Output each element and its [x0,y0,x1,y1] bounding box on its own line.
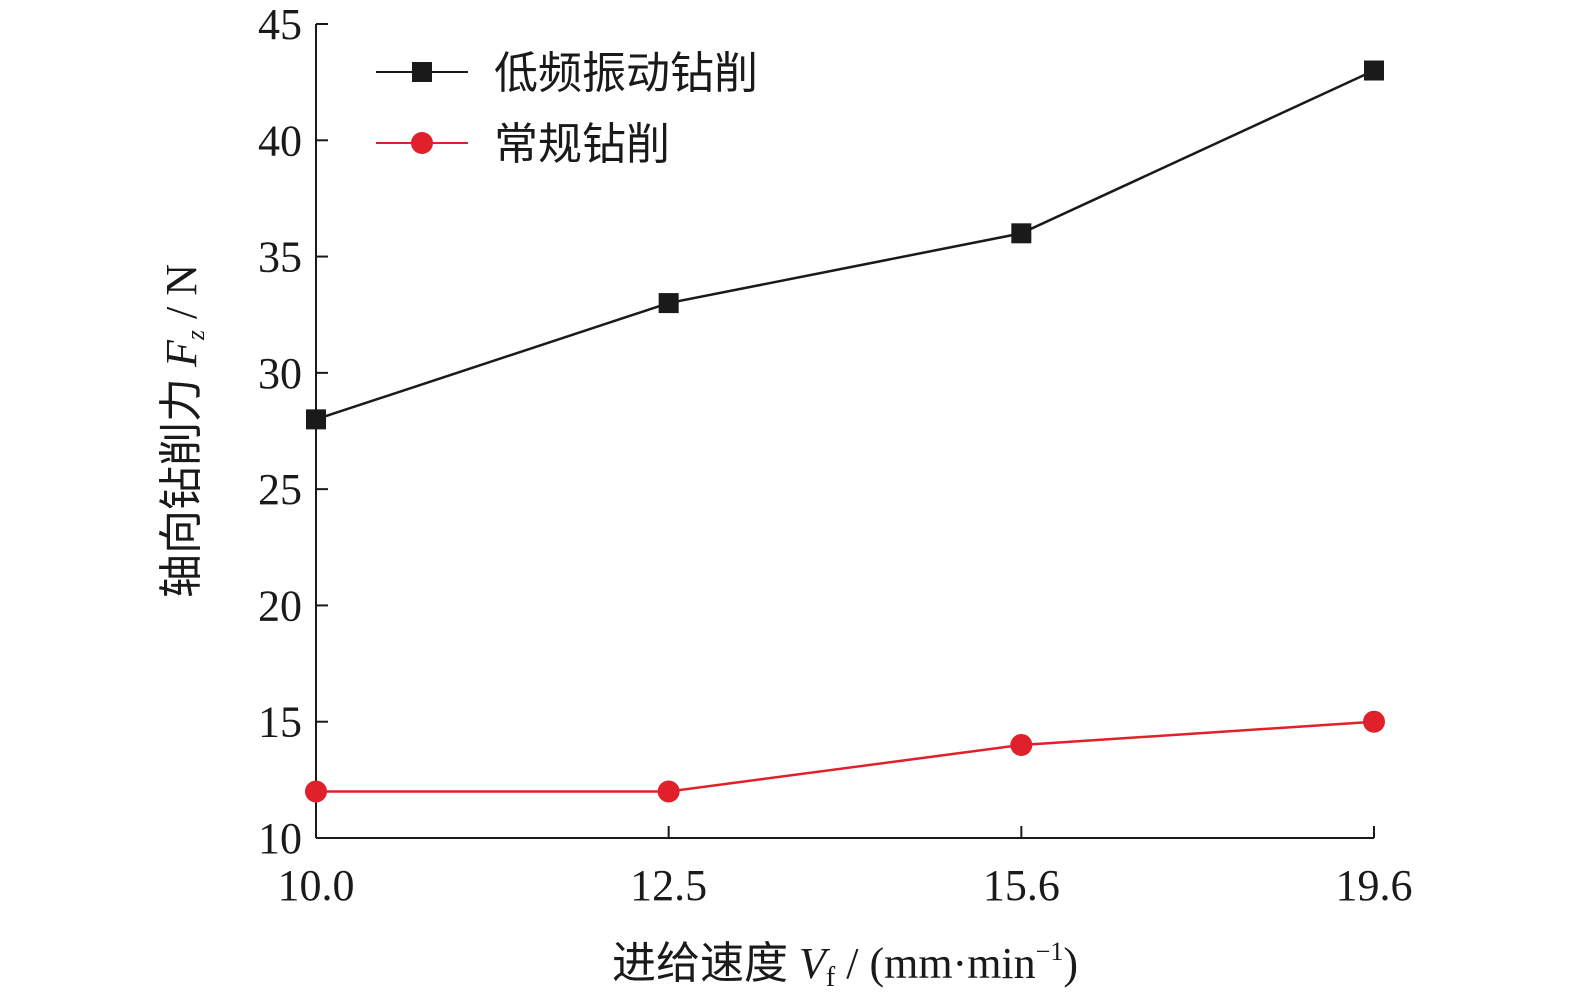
x-tick-label: 15.6 [983,861,1060,910]
y-tick-label: 20 [258,581,302,630]
y-tick-label: 10 [258,814,302,863]
legend-label-vibration: 低频振动钻削 [494,49,758,98]
x-tick-label: 19.6 [1336,861,1413,910]
y-axis: 10 15 20 25 30 35 40 45 [258,0,328,863]
legend: 低频振动钻削 常规钻削 [376,49,758,169]
x-axis-label-sub: f [826,962,836,993]
x-tick-label: 12.5 [630,861,707,910]
legend-item-conventional: 常规钻削 [376,120,670,169]
x-axis-label-sup: −1 [1036,937,1064,966]
data-point-circle [1363,710,1385,733]
y-ticks: 10 15 20 25 30 35 40 45 [258,0,328,863]
series-line-0 [315,69,1375,421]
y-tick-label: 30 [258,349,302,398]
data-point-square [306,409,326,430]
y-axis-label-unit: / N [157,264,206,330]
legend-marker-square-icon [412,62,432,82]
y-tick-label: 45 [258,0,302,49]
y-axis-label-var: F [157,339,206,368]
data-point-circle [1010,733,1033,756]
x-axis: 10.0 12.5 15.6 19.6 [278,826,1413,910]
data-point-square [658,293,679,314]
y-axis-label: 轴向钻削力 Fz / N [157,264,210,598]
x-axis-label-unit-close: ) [1063,939,1078,988]
y-axis-label-text: 轴向钻削力 [157,367,206,598]
data-point-circle [657,780,680,803]
y-tick-label: 40 [258,116,302,165]
x-axis-label-text: 进给速度 [612,939,799,988]
y-axis-label-sub: z [181,330,210,341]
series-layer [305,60,1385,803]
x-axis-label-var: V [799,939,831,988]
legend-label-conventional: 常规钻削 [494,120,670,169]
x-tick-label: 10.0 [278,861,355,910]
y-tick-label: 35 [258,233,302,282]
data-point-circle [305,780,327,803]
x-ticks: 10.0 12.5 15.6 19.6 [278,826,1413,910]
y-tick-label: 15 [258,698,302,747]
series-line-1 [316,720,1375,793]
y-tick-label: 25 [258,465,302,514]
data-point-square [1011,223,1032,244]
legend-item-vibration: 低频振动钻削 [376,49,758,98]
x-axis-label-unit-open: / (mm·min [835,939,1035,988]
legend-marker-circle-icon [411,132,433,154]
x-axis-label: 进给速度 Vf / (mm·min−1) [612,937,1078,993]
data-point-square [1364,60,1384,81]
